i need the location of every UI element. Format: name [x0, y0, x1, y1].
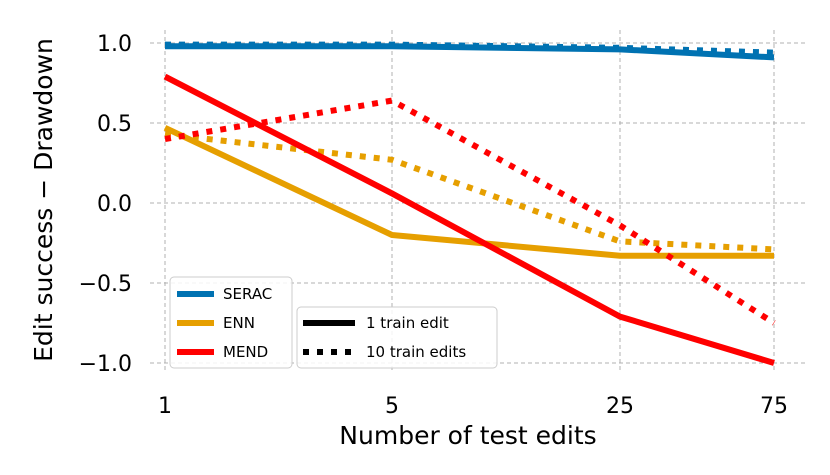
- legend-label-serac: SERAC: [223, 285, 272, 303]
- y-tick-label: 1.0: [97, 32, 132, 57]
- y-tick-label: 0.5: [97, 112, 132, 137]
- legend-label-enn: ENN: [223, 314, 255, 332]
- series-line-enn-10-train: [164, 131, 775, 253]
- y-tick-label: −0.5: [79, 272, 132, 297]
- series-lines: [163, 41, 776, 366]
- y-axis-label: Edit success − Drawdown: [29, 38, 58, 362]
- series-line-serac-1-train: [165, 43, 775, 61]
- legend-methods: SERAC ENN MEND: [169, 276, 293, 369]
- legend-methods-box: [169, 276, 293, 369]
- x-tick-labels: 1 5 25 75: [158, 394, 788, 419]
- series-line-mend-10-train: [164, 97, 776, 326]
- y-tick-labels: −1.0 −0.5 0.0 0.5 1.0: [79, 32, 132, 377]
- legend-label-mend: MEND: [223, 343, 268, 361]
- legend-label-10-train-edits: 10 train edits: [366, 343, 466, 361]
- x-tick-label: 75: [760, 394, 788, 419]
- y-tick-label: 0.0: [97, 192, 132, 217]
- series-line-serac-10-train: [165, 41, 775, 56]
- grid: [150, 30, 805, 372]
- y-tick-label: −1.0: [79, 352, 132, 377]
- x-axis-label: Number of test edits: [339, 421, 596, 450]
- series-line-mend-1-train: [163, 73, 775, 366]
- x-tick-label: 1: [158, 394, 172, 419]
- series-line-enn-1-train: [163, 125, 774, 259]
- x-tick-label: 25: [606, 394, 634, 419]
- x-tick-label: 5: [385, 394, 399, 419]
- legend-styles: 1 train edit 10 train edits: [296, 306, 498, 369]
- legend-label-1-train-edit: 1 train edit: [366, 314, 449, 332]
